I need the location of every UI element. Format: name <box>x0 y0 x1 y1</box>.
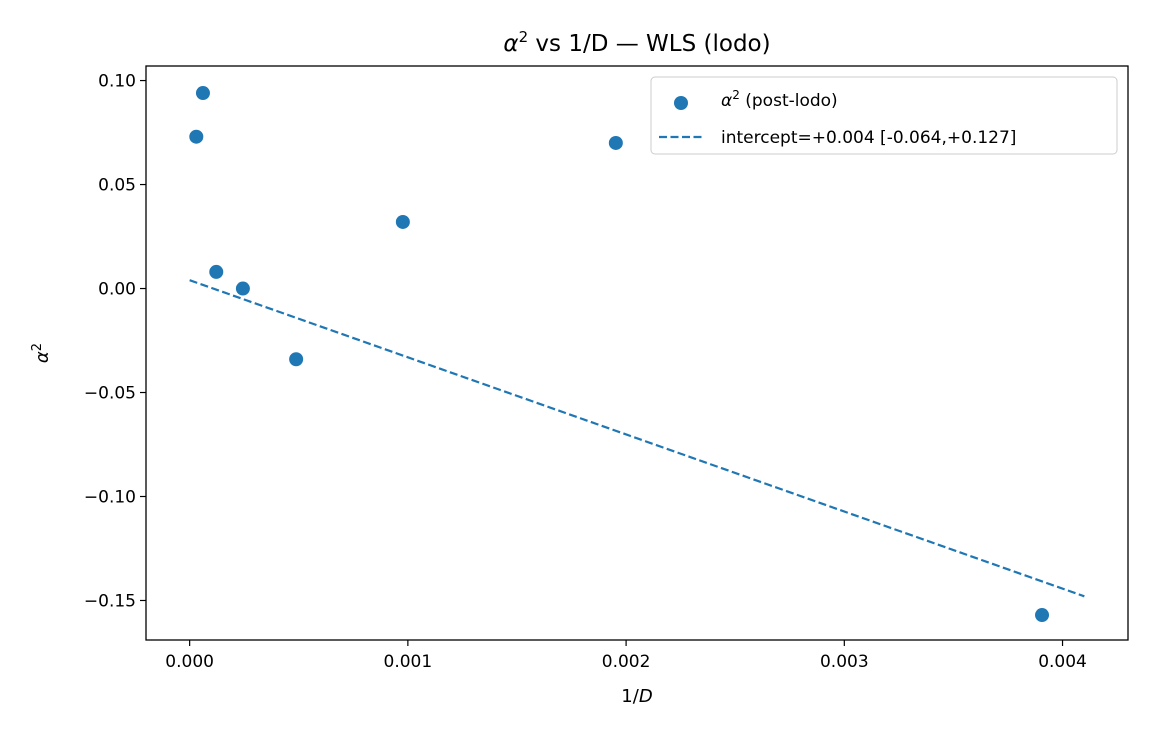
chart-title: α2 vs 1/D — WLS (lodo) <box>503 28 770 57</box>
regression-line <box>189 279 1085 598</box>
legend-label-line: intercept=+0.004 [-0.064,+0.127] <box>721 128 1016 148</box>
x-tick-label: 0.003 <box>820 652 869 672</box>
x-tick-label: 0.000 <box>165 652 214 672</box>
legend: α2 (post-lodo) intercept=+0.004 [-0.064,… <box>650 76 1118 155</box>
legend-box <box>650 76 1118 155</box>
y-tick-label: 0.10 <box>98 72 136 92</box>
scatter-point <box>289 352 304 367</box>
scatter-points <box>189 86 1050 623</box>
y-tick-label: −0.10 <box>84 488 136 508</box>
y-tick-label: −0.15 <box>84 591 136 611</box>
x-axis-label: 1/D <box>621 686 652 707</box>
y-axis-ticks: 0.10 0.05 0.00 −0.05 −0.10 −0.15 <box>84 72 146 611</box>
plot-area-frame <box>145 65 1129 641</box>
scatter-point <box>395 214 410 229</box>
legend-label-scatter: α2 (post-lodo) <box>721 88 838 111</box>
scatter-point <box>1035 608 1050 623</box>
scatter-point <box>235 281 250 296</box>
y-tick-label: 0.05 <box>98 176 136 196</box>
y-tick-label: 0.00 <box>98 280 136 300</box>
x-tick-label: 0.001 <box>384 652 433 672</box>
scatter-point <box>195 86 210 101</box>
scatter-point <box>209 264 224 279</box>
scatter-point <box>189 129 204 144</box>
y-axis-label: α2 <box>30 343 53 363</box>
x-tick-label: 0.002 <box>602 652 651 672</box>
legend-marker-scatter <box>674 96 688 110</box>
y-tick-label: −0.05 <box>84 384 136 404</box>
regression-line-segment <box>189 279 1085 598</box>
x-axis-ticks: 0.000 0.001 0.002 0.003 0.004 <box>165 640 1087 672</box>
x-tick-label: 0.004 <box>1038 652 1087 672</box>
scatter-point <box>608 135 623 150</box>
